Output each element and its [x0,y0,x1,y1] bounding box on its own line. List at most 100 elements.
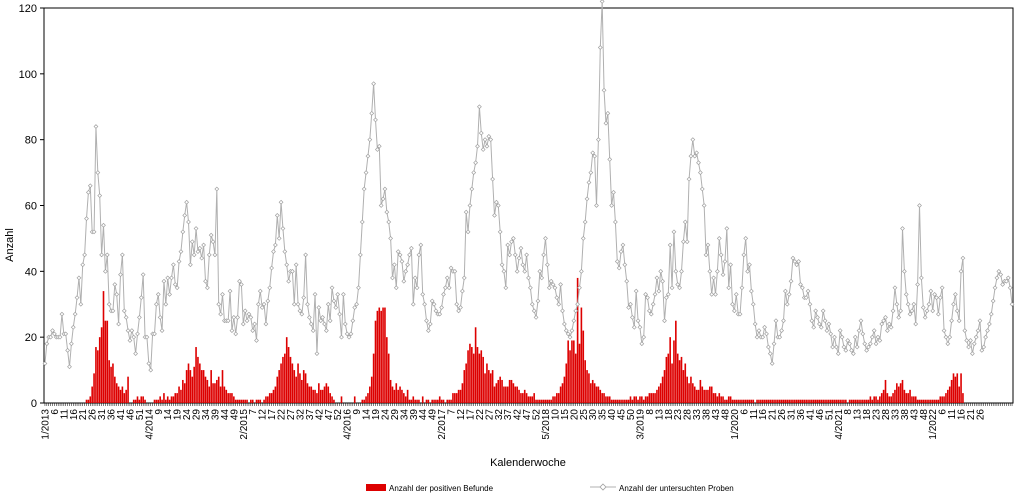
bar [950,379,953,403]
bar [318,383,320,403]
data-point [822,318,828,324]
bar [499,376,501,403]
data-point [877,338,883,343]
data-point [954,308,960,314]
data-point [988,311,994,317]
bar [716,396,719,403]
data-point [165,275,171,281]
data-point [960,255,966,261]
bar [663,370,666,403]
bar [956,373,959,403]
data-point [900,226,905,231]
data-point [654,275,660,281]
bar [514,386,517,403]
data-point [378,203,384,208]
data-point [686,176,692,182]
y-tick-label: 80 [25,135,37,147]
bar [699,379,702,403]
x-tick-label: 51 [824,409,835,421]
bar [761,399,764,403]
data-point [552,285,558,291]
data-point [618,249,624,254]
data-point [597,45,603,50]
x-tick-label: 42 [314,409,325,421]
data-point [811,324,817,330]
bar [98,337,101,403]
data-point [675,282,681,287]
data-point [560,308,565,314]
bar [574,353,577,403]
data-point [886,321,892,327]
bar [265,396,267,403]
bar [363,399,365,403]
bar [183,383,186,403]
data-point [475,143,480,149]
bar [539,399,541,403]
x-tick-label: 26 [777,409,788,421]
bar [450,399,452,403]
x-tick-label: 41 [116,409,127,421]
bar [797,399,800,403]
data-point [456,308,462,314]
data-point [80,262,86,268]
bar [746,399,749,403]
data-point [546,285,552,291]
bar [763,399,766,403]
data-point [569,328,575,333]
data-point [459,288,465,294]
data-point [322,321,327,327]
bar [138,399,141,403]
x-tick-label: 23 [673,409,684,421]
bar [284,353,286,403]
bar [546,399,549,403]
data-point [68,341,74,347]
data-point [384,209,390,215]
data-point [709,291,715,297]
data-point [233,331,239,337]
x-tick-label: 51 [135,409,146,421]
data-point [50,328,55,333]
bar [480,350,483,403]
bar [87,399,90,403]
data-point [93,124,99,129]
data-point [339,334,344,340]
bar [862,399,864,403]
data-point [943,334,949,340]
data-point [408,245,414,251]
bar-series [85,277,964,403]
data-point [176,259,182,264]
bar [382,307,384,403]
data-point [592,153,598,159]
bar [612,399,615,403]
bar [692,383,694,403]
data-point [981,344,987,350]
data-point [186,219,191,225]
bar [537,399,539,403]
bar [786,399,789,403]
data-point [1000,282,1006,287]
plot-area [43,7,1014,404]
bar [958,386,960,403]
data-point [112,282,118,287]
x-tick-label: 36 [796,409,807,421]
bar [591,379,594,403]
bar [276,376,279,403]
x-tick-label: 8 [645,409,656,415]
data-point [871,328,877,333]
data-point [286,278,292,284]
data-point [745,268,751,274]
bar [935,399,938,403]
data-point [490,176,496,182]
bar [882,389,885,403]
data-point [72,311,78,317]
x-tick-label: 4/2014 [144,409,155,440]
x-tick-label: 15 [560,409,571,421]
bar [731,399,734,403]
data-point [204,285,210,291]
data-point [265,298,271,304]
bar [89,396,92,403]
bar [652,393,654,403]
bar [841,399,843,403]
data-point [612,219,618,225]
